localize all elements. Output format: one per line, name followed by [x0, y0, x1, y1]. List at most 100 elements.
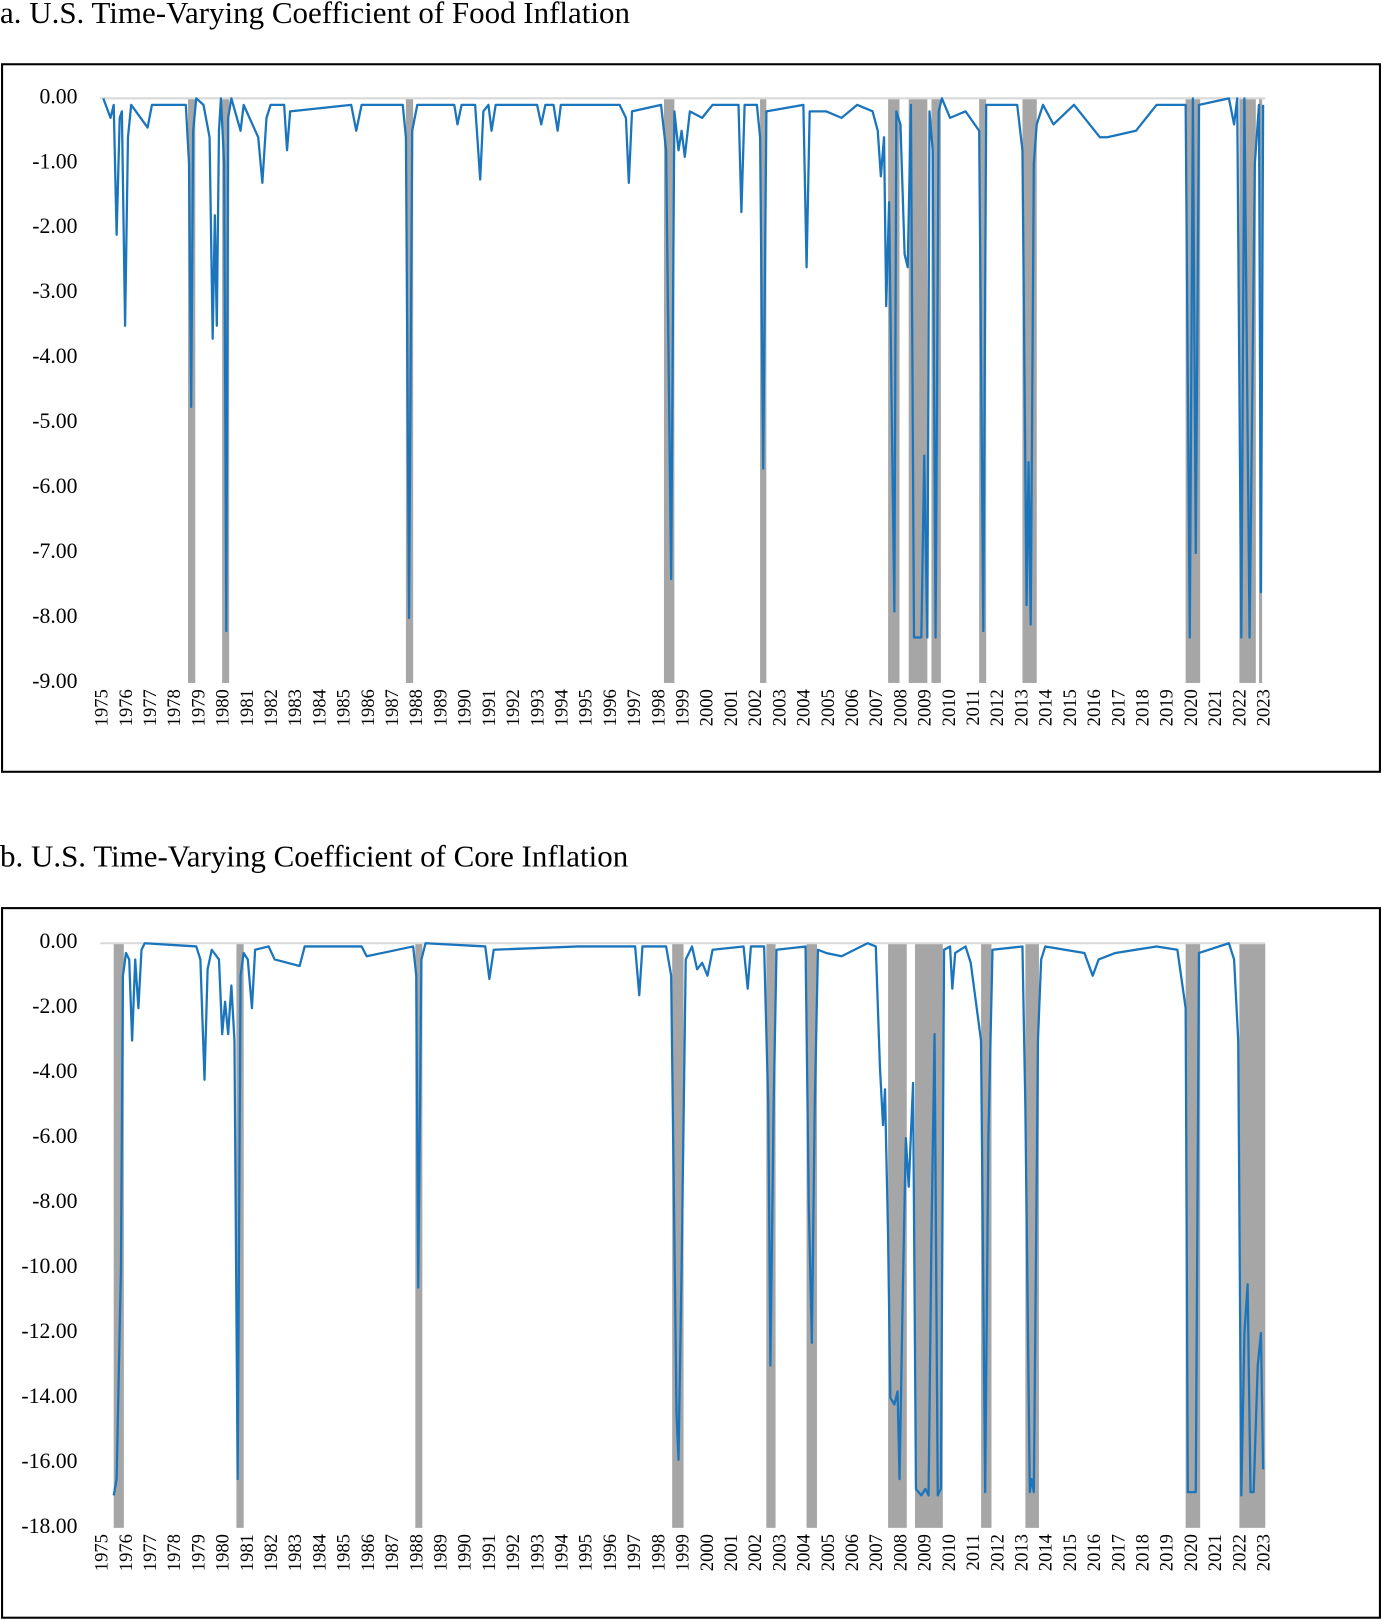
x-tick-label: 2016	[1084, 1534, 1105, 1571]
x-tick-label: 2020	[1181, 689, 1202, 726]
y-tick-label: -8.00	[32, 604, 77, 628]
x-tick-label: 2010	[939, 689, 960, 726]
y-tick-label: -18.00	[21, 1514, 77, 1538]
x-tick-label: 1985	[334, 689, 355, 726]
x-tick-label: 1977	[140, 689, 161, 726]
x-tick-label: 1976	[116, 689, 137, 726]
x-tick-label: 2002	[745, 1534, 766, 1571]
x-tick-label: 1985	[334, 1534, 355, 1571]
x-tick-label: 2009	[915, 1534, 936, 1571]
y-tick-label: -5.00	[32, 409, 77, 433]
x-tick-label: 2005	[818, 1534, 839, 1571]
x-tick-label: 2003	[769, 1534, 790, 1571]
x-tick-label: 2020	[1181, 1534, 1202, 1571]
x-tick-label: 2021	[1205, 1534, 1226, 1571]
x-tick-label: 2018	[1133, 1534, 1154, 1571]
x-tick-label: 2021	[1205, 689, 1226, 726]
x-tick-label: 1997	[624, 689, 645, 726]
x-tick-label: 1979	[188, 1534, 209, 1571]
y-tick-label: -6.00	[32, 1124, 77, 1148]
x-tick-label: 2006	[842, 689, 863, 726]
x-tick-label: 2010	[939, 1534, 960, 1571]
x-tick-label: 2012	[987, 689, 1008, 726]
x-tick-label: 2011	[963, 689, 984, 725]
x-tick-label: 1981	[237, 689, 258, 726]
x-tick-label: 1996	[600, 689, 621, 726]
x-tick-label: 2014	[1036, 689, 1057, 726]
x-tick-label: 2004	[794, 1534, 815, 1571]
data-line	[112, 942, 1265, 1497]
y-tick-label: -2.00	[32, 214, 77, 238]
x-tick-label: 2011	[963, 1534, 984, 1570]
x-tick-label: 1986	[358, 689, 379, 726]
shaded-period	[979, 98, 987, 683]
x-tick-label: 1989	[430, 689, 451, 726]
y-tick-label: -9.00	[32, 669, 77, 693]
y-tick-label: -4.00	[32, 344, 77, 368]
x-tick-label: 2012	[987, 1534, 1008, 1571]
y-tick-label: -8.00	[32, 1189, 77, 1213]
x-tick-label: 1980	[213, 689, 234, 726]
x-tick-label: 1992	[503, 1534, 524, 1571]
x-tick-label: 2016	[1084, 689, 1105, 726]
shaded-period	[888, 98, 900, 683]
x-tick-label: 2005	[818, 689, 839, 726]
x-tick-label: 2007	[866, 689, 887, 726]
x-tick-label: 2008	[890, 1534, 911, 1571]
x-tick-label: 2004	[794, 689, 815, 726]
x-tick-label: 1995	[576, 689, 597, 726]
x-tick-label: 2000	[697, 1534, 718, 1571]
x-tick-label: 2023	[1254, 1534, 1275, 1571]
chart-title: a. U.S. Time-Varying Coefficient of Food…	[0, 0, 630, 30]
x-tick-label: 1979	[188, 689, 209, 726]
x-tick-label: 1993	[527, 689, 548, 726]
x-tick-label: 2015	[1060, 1534, 1081, 1571]
x-tick-label: 2003	[769, 689, 790, 726]
x-tick-label: 2015	[1060, 689, 1081, 726]
y-tick-label: -4.00	[32, 1059, 77, 1083]
x-tick-label: 1994	[552, 1534, 573, 1571]
x-tick-label: 2022	[1229, 689, 1250, 726]
x-tick-label: 2001	[721, 1534, 742, 1571]
x-tick-label: 1984	[309, 689, 330, 726]
y-tick-label: 0.00	[40, 929, 78, 953]
x-tick-label: 2013	[1011, 689, 1032, 726]
x-tick-label: 1991	[479, 1534, 500, 1571]
x-tick-label: 1983	[285, 689, 306, 726]
x-tick-label: 1988	[406, 689, 427, 726]
x-tick-label: 2007	[866, 1534, 887, 1571]
x-tick-label: 1977	[140, 1534, 161, 1571]
x-tick-label: 2013	[1011, 1534, 1032, 1571]
y-tick-label: -14.00	[21, 1384, 77, 1408]
shaded-period	[981, 943, 992, 1528]
x-tick-label: 2002	[745, 689, 766, 726]
x-tick-label: 2006	[842, 1534, 863, 1571]
x-tick-label: 2022	[1229, 1534, 1250, 1571]
x-tick-label: 1982	[261, 689, 282, 726]
x-tick-label: 1989	[430, 1534, 451, 1571]
shaded-period	[113, 943, 124, 1528]
x-tick-label: 1990	[455, 689, 476, 726]
x-tick-label: 1994	[552, 689, 573, 726]
y-tick-label: 0.00	[40, 84, 78, 108]
x-tick-label: 2017	[1108, 1534, 1129, 1571]
x-tick-label: 1980	[213, 1534, 234, 1571]
shaded-period	[806, 943, 817, 1528]
y-tick-label: -1.00	[32, 149, 77, 173]
x-tick-label: 1997	[624, 1534, 645, 1571]
x-tick-label: 1991	[479, 689, 500, 726]
x-tick-label: 2009	[915, 689, 936, 726]
y-tick-label: -16.00	[21, 1449, 77, 1473]
x-tick-label: 2014	[1036, 1534, 1057, 1571]
x-tick-label: 2008	[890, 689, 911, 726]
x-tick-label: 1996	[600, 1534, 621, 1571]
x-tick-label: 2023	[1254, 689, 1275, 726]
panel-frame	[1, 63, 1381, 773]
x-tick-label: 1990	[455, 1534, 476, 1571]
x-tick-label: 1984	[309, 1534, 330, 1571]
x-tick-label: 2017	[1108, 689, 1129, 726]
x-tick-label: 1999	[673, 689, 694, 726]
x-tick-label: 1975	[92, 1534, 113, 1571]
chart-title: b. U.S. Time-Varying Coefficient of Core…	[0, 839, 629, 874]
